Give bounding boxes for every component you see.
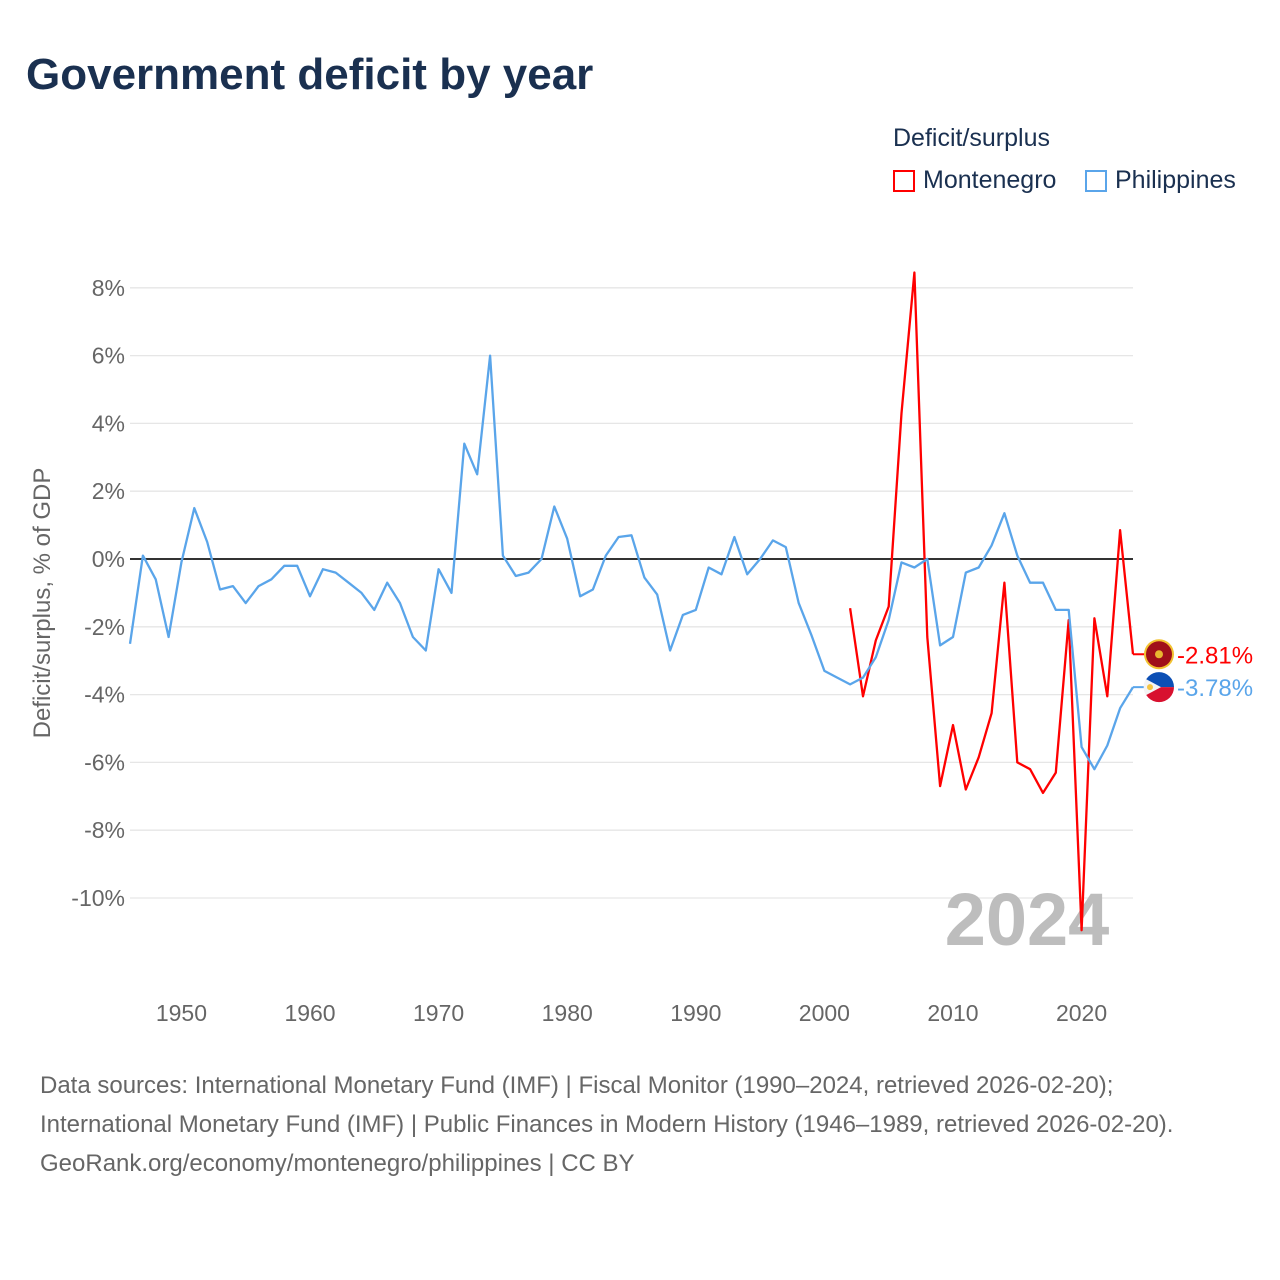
y-tick-label: 6%	[92, 343, 125, 369]
y-axis-label: Deficit/surplus, % of GDP	[29, 468, 56, 739]
y-tick-label: 8%	[92, 275, 125, 301]
flag-philippines-icon	[1143, 672, 1174, 703]
x-tick-label: 1960	[284, 1000, 335, 1026]
x-tick-label: 2010	[927, 1000, 978, 1026]
legend-item-philippines[interactable]: Philippines	[1085, 166, 1236, 195]
x-tick-label: 1990	[670, 1000, 721, 1026]
y-tick-label: -4%	[84, 682, 125, 708]
y-tick-label: 4%	[92, 410, 125, 436]
legend-swatch-philippines	[1085, 169, 1107, 192]
flag-montenegro-icon	[1144, 639, 1174, 670]
x-tick-label: 1970	[413, 1000, 464, 1026]
y-tick-label: -8%	[84, 817, 125, 843]
x-tick-label: 1980	[542, 1000, 593, 1026]
x-tick-label: 2020	[1056, 1000, 1107, 1026]
series-line-montenegro	[848, 271, 1135, 932]
y-tick-label: 2%	[92, 478, 125, 504]
end-value-label-montenegro: -2.81%	[1177, 642, 1253, 669]
y-tick-label: -2%	[84, 614, 125, 640]
end-value-label-philippines: -3.78%	[1177, 675, 1253, 702]
chart-area: 8% 6% 4% 2% 0% -2% -4% -6% -8% -10% 1950 1960 1970 19…	[29, 271, 1253, 1026]
legend-label: Montenegro	[923, 166, 1057, 194]
legend-item-montenegro[interactable]: Montenegro	[893, 166, 1056, 195]
y-tick-label: -10%	[71, 885, 125, 911]
legend-title: Deficit/surplus	[893, 124, 1050, 152]
chart-title: Government deficit by year	[26, 50, 594, 99]
legend-label: Philippines	[1115, 166, 1236, 194]
source-text: Data sources: International Monetary Fun…	[40, 1072, 1174, 1138]
flag-emblem	[1155, 650, 1163, 659]
x-tick-label: 2000	[799, 1000, 850, 1026]
flag-sun	[1147, 684, 1153, 691]
y-tick-label: -6%	[84, 749, 125, 775]
y-tick-label: 0%	[92, 546, 125, 572]
year-watermark: 2024	[945, 878, 1110, 961]
x-tick-label: 1950	[156, 1000, 207, 1026]
legend-swatch-montenegro	[893, 169, 915, 192]
source-link[interactable]: GeoRank.org/economy/montenegro/philippin…	[40, 1150, 635, 1177]
source-note: Data sources: International Monetary Fun…	[40, 1066, 1240, 1183]
series-line-philippines	[128, 354, 1134, 771]
